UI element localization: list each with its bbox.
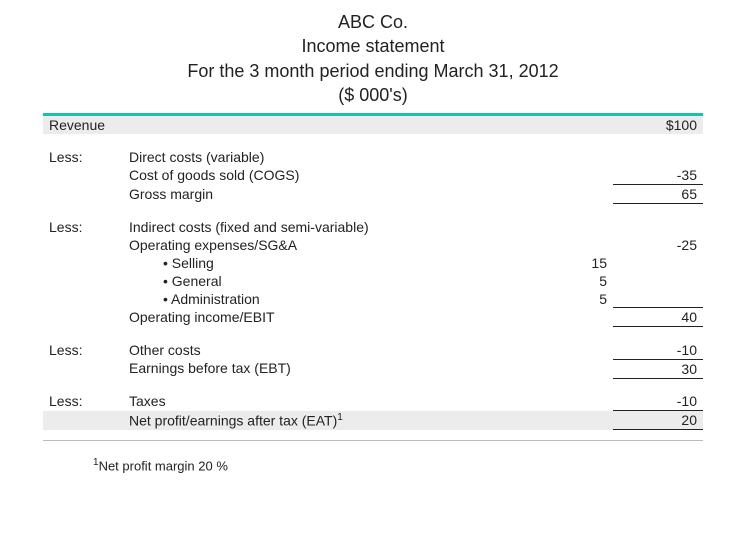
- administration-value: 5: [553, 290, 613, 308]
- statement-header: ABC Co. Income statement For the 3 month…: [43, 10, 703, 107]
- statement-title: Income statement: [43, 34, 703, 58]
- row-ebit: Operating income/EBIT 40: [43, 308, 703, 327]
- row-gross-margin: Gross margin 65: [43, 185, 703, 204]
- revenue-label: Revenue: [43, 116, 123, 134]
- footnote-text: Net profit margin 20 %: [99, 459, 228, 474]
- footnote: 1Net profit margin 20 %: [43, 451, 703, 473]
- cogs-value: -35: [613, 166, 703, 185]
- row-other-costs: Less: Other costs -10: [43, 341, 703, 360]
- row-direct-costs: Less: Direct costs (variable): [43, 148, 703, 166]
- other-costs-value: -10: [613, 341, 703, 360]
- less-label-3: Less:: [43, 341, 123, 360]
- indirect-costs-label: Indirect costs (fixed and semi-variable): [123, 218, 553, 236]
- less-label-4: Less:: [43, 392, 123, 411]
- selling-value: 15: [553, 254, 613, 272]
- direct-costs-label: Direct costs (variable): [123, 148, 553, 166]
- revenue-value: $100: [613, 116, 703, 134]
- eat-label: Net profit/earnings after tax (EAT)1: [123, 411, 553, 430]
- income-table: Revenue $100 Less: Direct costs (variabl…: [43, 116, 703, 430]
- row-cogs: Cost of goods sold (COGS) -35: [43, 166, 703, 185]
- ebit-value: 40: [613, 308, 703, 327]
- row-ebt: Earnings before tax (EBT) 30: [43, 359, 703, 378]
- row-taxes: Less: Taxes -10: [43, 392, 703, 411]
- divider-bottom: [43, 440, 703, 441]
- less-label-2: Less:: [43, 218, 123, 236]
- other-costs-label: Other costs: [123, 341, 553, 360]
- row-general: • General 5: [43, 272, 703, 290]
- taxes-label: Taxes: [123, 392, 553, 411]
- row-eat: Net profit/earnings after tax (EAT)1 20: [43, 411, 703, 430]
- income-statement: ABC Co. Income statement For the 3 month…: [43, 10, 703, 474]
- gross-margin-value: 65: [613, 185, 703, 204]
- statement-units: ($ 000's): [43, 83, 703, 107]
- taxes-value: -10: [613, 392, 703, 411]
- row-selling: • Selling 15: [43, 254, 703, 272]
- opex-label: Operating expenses/SG&A: [123, 236, 553, 254]
- row-indirect-costs: Less: Indirect costs (fixed and semi-var…: [43, 218, 703, 236]
- row-administration: • Administration 5: [43, 290, 703, 308]
- row-revenue: Revenue $100: [43, 116, 703, 134]
- row-opex: Operating expenses/SG&A -25: [43, 236, 703, 254]
- eat-value: 20: [613, 411, 703, 430]
- ebt-value: 30: [613, 359, 703, 378]
- gross-margin-label: Gross margin: [123, 185, 553, 204]
- administration-label: • Administration: [123, 290, 553, 308]
- company-name: ABC Co.: [43, 10, 703, 34]
- general-value: 5: [553, 272, 613, 290]
- less-label: Less:: [43, 148, 123, 166]
- statement-period: For the 3 month period ending March 31, …: [43, 59, 703, 83]
- general-label: • General: [123, 272, 553, 290]
- eat-label-text: Net profit/earnings after tax (EAT): [129, 412, 337, 428]
- cogs-label: Cost of goods sold (COGS): [123, 166, 553, 185]
- eat-sup: 1: [337, 412, 343, 423]
- ebt-label: Earnings before tax (EBT): [123, 359, 553, 378]
- ebit-label: Operating income/EBIT: [123, 308, 553, 327]
- opex-value: -25: [613, 236, 703, 254]
- selling-label: • Selling: [123, 254, 553, 272]
